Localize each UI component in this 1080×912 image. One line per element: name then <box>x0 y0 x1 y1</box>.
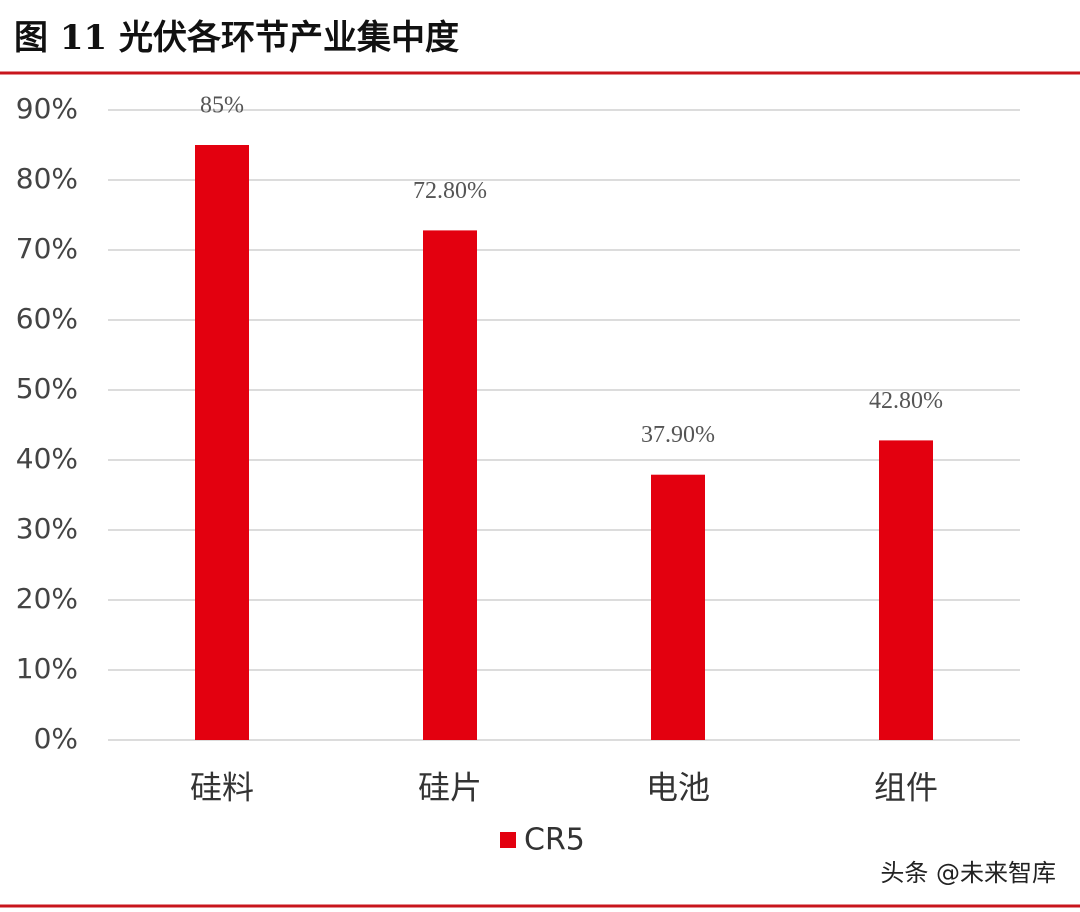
y-tick-label: 60% <box>16 302 78 335</box>
watermark: 头条 @未来智库 <box>880 859 1056 887</box>
y-tick-label: 40% <box>16 442 78 475</box>
chart-title: 图 11 光伏各环节产业集中度 <box>14 18 459 58</box>
bar <box>195 145 249 740</box>
bar <box>651 474 705 740</box>
value-label: 72.80% <box>413 178 487 204</box>
x-tick-label: 硅片 <box>418 769 482 807</box>
y-tick-label: 90% <box>16 92 78 125</box>
y-tick-label: 80% <box>16 162 78 195</box>
legend-swatch <box>500 832 516 848</box>
y-tick-label: 50% <box>16 372 78 405</box>
bar <box>423 230 477 740</box>
y-tick-label: 70% <box>16 232 78 265</box>
value-label: 85% <box>200 93 244 119</box>
y-tick-label: 20% <box>16 582 78 615</box>
y-tick-label: 30% <box>16 512 78 545</box>
y-tick-label: 0% <box>34 722 78 755</box>
legend-label: CR5 <box>524 823 585 858</box>
value-label: 42.80% <box>869 388 943 414</box>
x-tick-label: 电池 <box>646 769 710 807</box>
y-tick-label: 10% <box>16 652 78 685</box>
bar <box>879 440 933 740</box>
value-label: 37.90% <box>641 422 715 448</box>
x-tick-label: 硅料 <box>190 769 254 807</box>
x-tick-label: 组件 <box>874 769 938 807</box>
